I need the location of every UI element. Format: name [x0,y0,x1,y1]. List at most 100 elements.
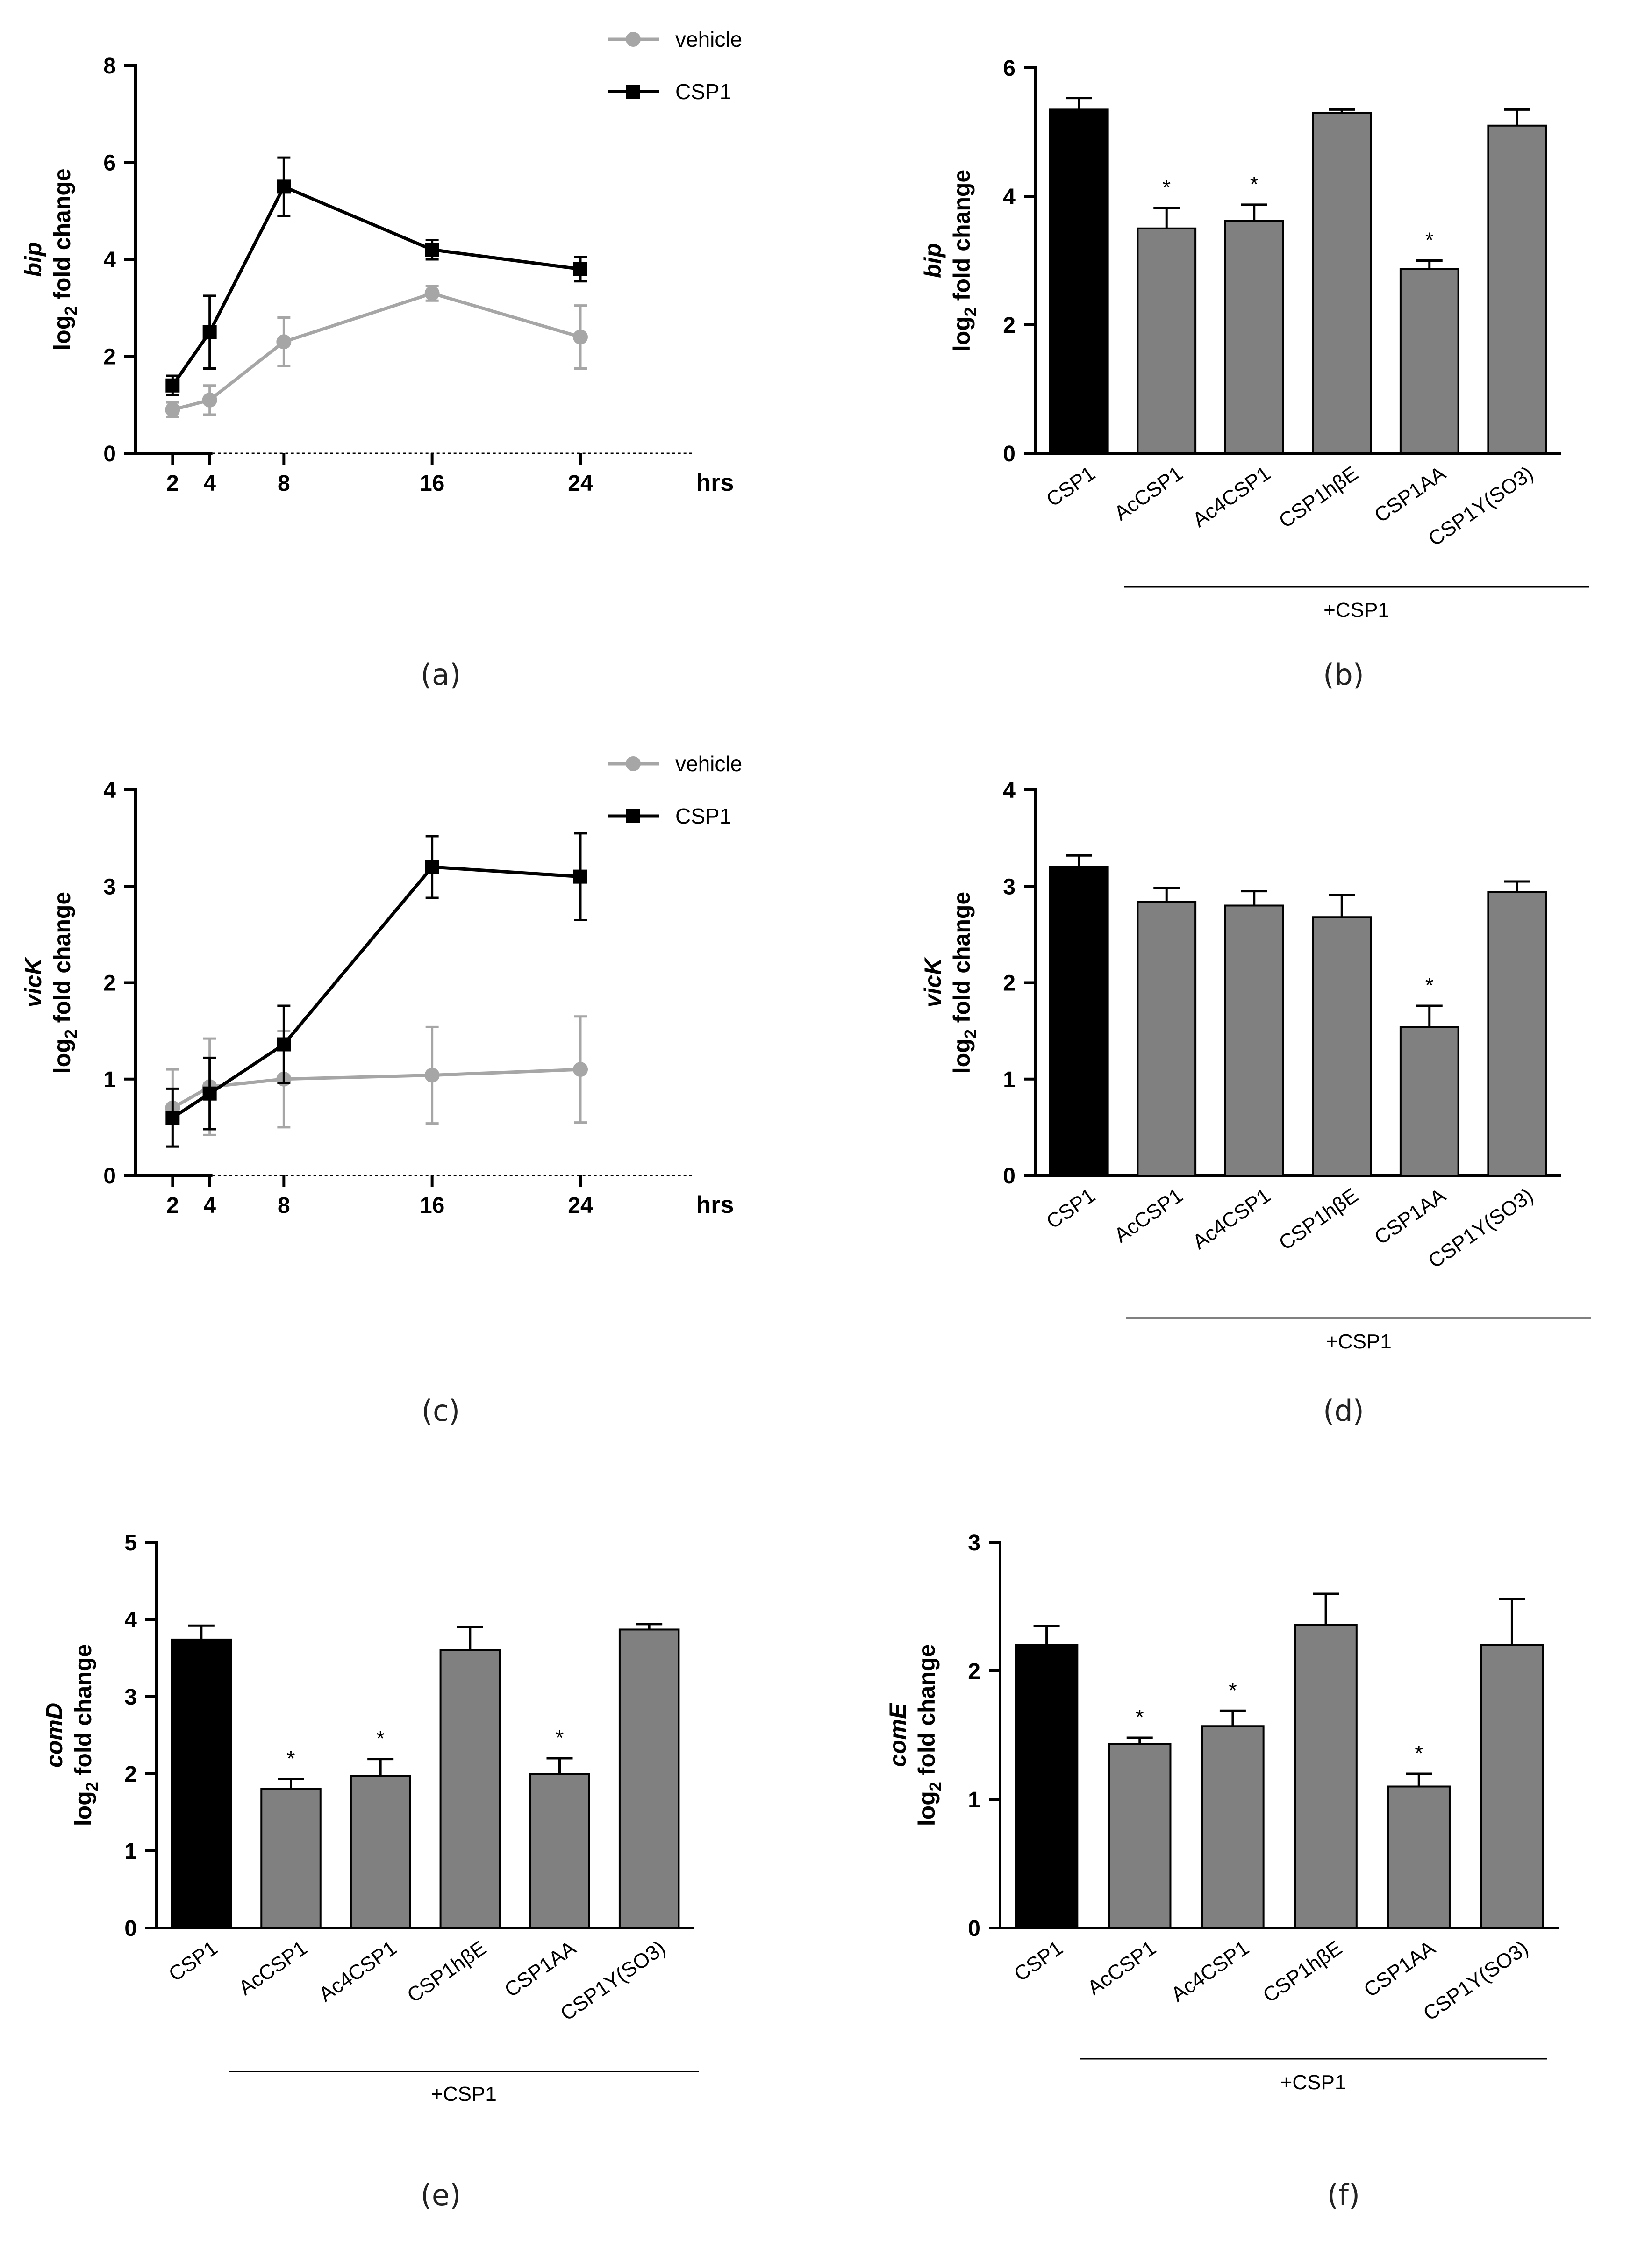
y-axis-label-main: log2 fold change [914,1644,945,1826]
x-category-label: AcCSP1 [235,1936,311,2000]
y-axis-label-sub: 2 [61,1029,80,1039]
y-axis-label-main: log2 fold change [949,892,980,1074]
x-tick-label: 4 [203,1193,216,1218]
bar [1201,1725,1265,1929]
significance-mark: * [1415,1741,1423,1765]
x-category-label: CSP1 [1010,1936,1067,1986]
bar [1108,1743,1172,1929]
y-tick-label: 2 [103,971,116,996]
x-category-label: CSP1AA [1370,462,1450,527]
y-axis-label-main: log2 fold change [949,170,980,351]
x-category-label: CSP1 [1042,1184,1099,1233]
panel-label: (f) [1327,2178,1360,2212]
data-point [165,402,180,417]
panel-label: (c) [422,1394,460,1428]
y-axis-label-log: log [949,1039,975,1074]
bar [1399,1026,1459,1176]
y-tick-label: 2 [124,1762,137,1787]
series-CSP1 [165,832,587,1148]
data-point [573,1062,588,1077]
x-category-label: AcCSP1 [1110,1184,1187,1247]
bar [260,1788,322,1929]
data-point [424,286,440,301]
y-tick-label: 0 [103,442,116,466]
x-category-label: CSP1hβE [1259,1936,1346,2007]
x-category-label: AcCSP1 [1083,1936,1160,2000]
bar [1487,891,1547,1176]
group-label: +CSP1 [1280,2071,1346,2094]
x-category-label: Ac4CSP1 [1188,1184,1274,1254]
x-tick-label: 8 [278,1193,290,1218]
bar [1049,866,1109,1176]
bar [1312,916,1372,1176]
y-tick-label: 3 [1003,874,1016,899]
legend-label: vehicle [675,752,742,776]
bar [1137,901,1197,1176]
x-category-label: Ac4CSP1 [1167,1936,1253,2006]
panel-label: (a) [421,658,461,692]
data-point [165,378,180,393]
y-tick-label: 2 [968,1659,980,1684]
bar [1312,112,1372,454]
legend-marker [626,32,641,47]
y-tick-label: 3 [124,1685,137,1710]
x-tick-label: 2 [166,1193,179,1218]
y-tick-label: 1 [124,1839,137,1864]
y-axis-label-log: log [949,316,975,351]
panel-label: (e) [421,2178,461,2212]
y-tick-label: 8 [103,54,116,79]
y-axis-label-main: log2 fold change [49,168,80,350]
y-axis-label-gene: vicK [920,956,946,1008]
y-axis-label-log: log [914,1791,940,1826]
y-axis-label-sub: 2 [82,1782,101,1791]
data-point [276,334,292,350]
data-point [425,860,439,874]
bar [350,1775,411,1929]
bar [439,1649,501,1929]
y-axis-label-sub: 2 [961,307,980,316]
x-category-label: CSP1AA [1370,1184,1450,1249]
y-axis-label-rest: fold change [914,1644,940,1782]
y-tick-label: 3 [103,874,116,899]
legend-label: CSP1 [675,804,731,828]
x-category-label: Ac4CSP1 [1188,462,1274,532]
data-point [202,392,217,408]
legend: vehicle CSP1 [608,27,742,104]
significance-mark: * [1229,1678,1237,1702]
y-axis-label-rest: fold change [949,892,975,1029]
y-tick-label: 2 [103,345,116,370]
bar [1294,1624,1358,1929]
bar [171,1638,232,1929]
x-category-label: CSP1 [1042,462,1099,511]
y-axis-label-sub: 2 [961,1029,980,1039]
significance-mark: * [1162,175,1171,200]
bar [529,1773,590,1929]
x-unit-label: hrs [696,469,734,496]
y-axis-label-sub: 2 [926,1782,945,1791]
bar [1015,1644,1079,1929]
x-category-label: CSP1hβE [403,1936,490,2007]
x-tick-label: 16 [420,471,444,496]
x-tick-label: 8 [278,471,290,496]
y-axis-label-gene: bip [920,243,946,278]
y-tick-label: 6 [103,151,116,176]
legend-marker [626,85,640,99]
bar [1480,1644,1544,1929]
y-tick-label: 4 [103,248,116,272]
y-tick-label: 0 [1003,1164,1016,1189]
group-label: +CSP1 [431,2083,497,2106]
y-axis-label-rest: fold change [49,168,75,306]
significance-mark: * [376,1727,385,1751]
y-tick-label: 0 [1003,442,1016,466]
data-point [425,243,439,257]
x-tick-label: 24 [568,1193,593,1218]
y-axis-label-gene: comD [41,1703,67,1768]
series-line [171,184,581,387]
legend: vehicle CSP1 [608,752,742,828]
